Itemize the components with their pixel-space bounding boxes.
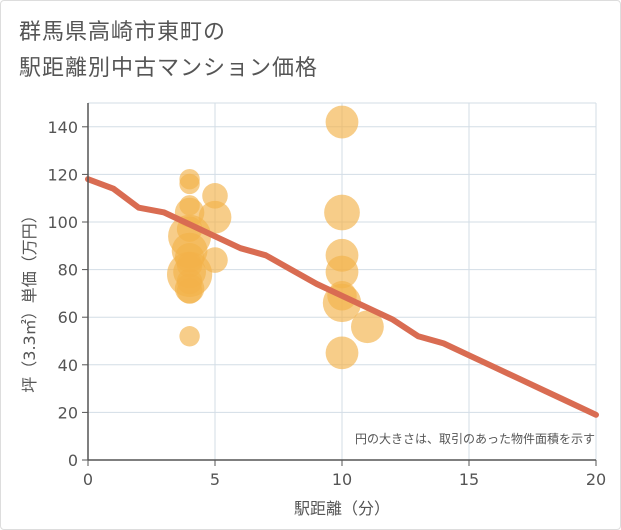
chart-title-line-2: 駅距離別中古マンション価格 bbox=[19, 56, 319, 81]
trend-line bbox=[85, 176, 599, 418]
chart-title: 群馬県高崎市東町の 駅距離別中古マンション価格 bbox=[19, 15, 318, 87]
bubble-size-note: 円の大きさは、取引のあった物件面積を示す bbox=[355, 431, 595, 446]
y-tick-label: 120 bbox=[47, 165, 78, 184]
x-tick-label: 20 bbox=[586, 470, 606, 489]
y-tick-label: 20 bbox=[58, 403, 78, 422]
chart-title-line-1: 群馬県高崎市東町の bbox=[19, 20, 227, 45]
data-bubble bbox=[325, 255, 359, 289]
data-bubble bbox=[325, 336, 359, 370]
bubble-series bbox=[167, 105, 384, 370]
y-tick-label: 40 bbox=[58, 356, 78, 375]
data-bubble bbox=[198, 200, 232, 234]
axes bbox=[82, 103, 597, 466]
y-tick-label: 100 bbox=[47, 213, 78, 232]
data-bubble bbox=[179, 326, 200, 347]
axis-labels: 0 5 10 15 20 0 20 40 60 80 100 120 140 bbox=[47, 118, 606, 489]
data-bubble bbox=[176, 278, 203, 304]
x-tick-label: 0 bbox=[83, 470, 93, 489]
y-tick-label: 0 bbox=[68, 451, 78, 470]
data-bubble bbox=[179, 173, 200, 195]
x-tick-label: 10 bbox=[332, 470, 352, 489]
data-bubble bbox=[324, 194, 360, 231]
data-bubble bbox=[325, 105, 359, 139]
x-axis-title: 駅距離（分） bbox=[294, 499, 390, 518]
y-tick-label: 140 bbox=[47, 118, 78, 137]
y-axis-title: 坪（3.3㎡）単価（万円） bbox=[20, 207, 39, 392]
trend-series bbox=[85, 176, 599, 418]
x-tick-label: 5 bbox=[210, 470, 220, 489]
y-tick-label: 80 bbox=[58, 261, 78, 280]
data-bubble bbox=[202, 247, 228, 273]
y-tick-label: 60 bbox=[58, 308, 78, 327]
x-tick-label: 15 bbox=[459, 470, 479, 489]
data-bubble bbox=[351, 310, 384, 344]
